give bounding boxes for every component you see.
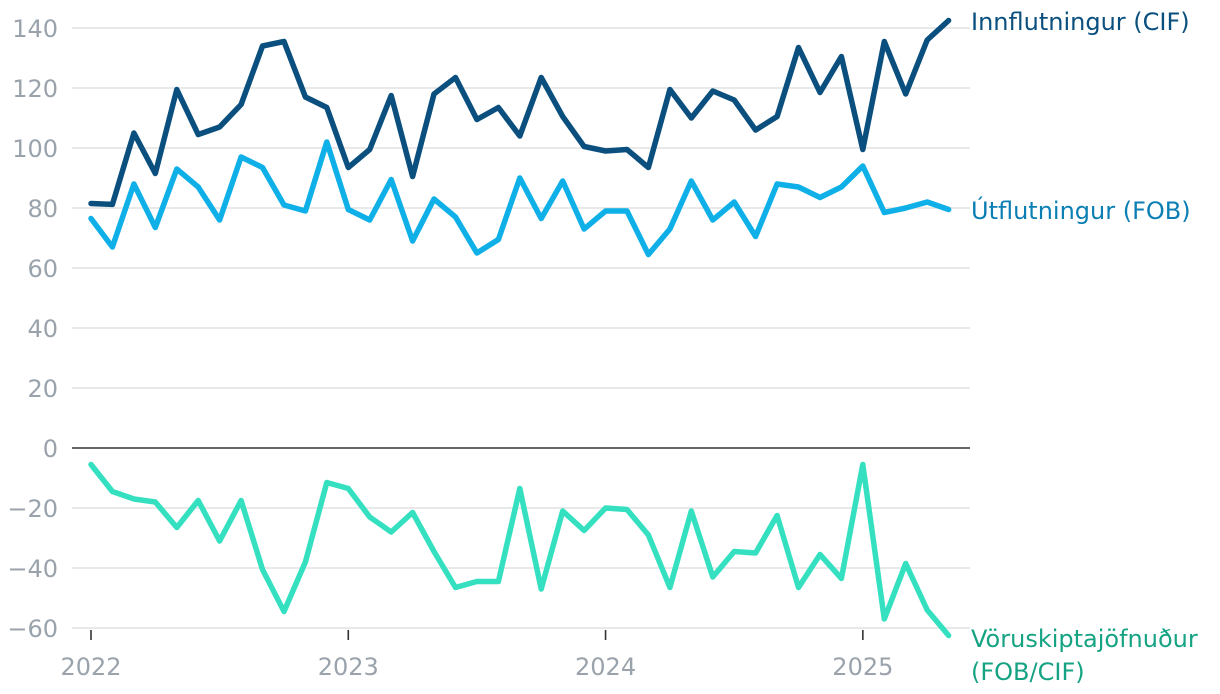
grid-lines <box>72 27 970 629</box>
y-tick-label: −20 <box>7 495 58 523</box>
x-tick-label: 2024 <box>575 653 636 681</box>
y-tick-label: 0 <box>43 435 58 463</box>
legend-label-voruskipti-line2: (FOB/CIF) <box>971 658 1085 686</box>
x-axis-ticks: 2022 2023 2024 2025 <box>60 630 893 681</box>
y-tick-label: 120 <box>12 75 58 103</box>
series-line-voruskipti <box>88 461 952 639</box>
y-axis-tick-labels: 140 120 100 80 60 40 20 0 −20 −40 −60 <box>7 15 58 643</box>
legend-label-utflutningur: Útflutningur (FOB) <box>971 195 1191 225</box>
y-tick-label: 60 <box>27 255 58 283</box>
x-tick-label: 2023 <box>318 653 379 681</box>
y-tick-label: −40 <box>7 555 58 583</box>
y-tick-label: 40 <box>27 315 58 343</box>
y-tick-label: −60 <box>7 615 58 643</box>
series-line-utflutningur <box>88 139 952 258</box>
legend-label-innflutningur: Innflutningur (CIF) <box>971 8 1190 36</box>
series-lines <box>88 17 952 639</box>
y-tick-label: 100 <box>12 135 58 163</box>
y-tick-label: 140 <box>12 15 58 43</box>
y-tick-label: 20 <box>27 375 58 403</box>
x-tick-label: 2025 <box>832 653 893 681</box>
x-tick-label: 2022 <box>60 653 121 681</box>
y-tick-label: 80 <box>27 195 58 223</box>
legend-label-voruskipti-line1: Vöruskiptajöfnuður <box>971 625 1198 653</box>
series-line-innflutningur <box>88 17 952 208</box>
